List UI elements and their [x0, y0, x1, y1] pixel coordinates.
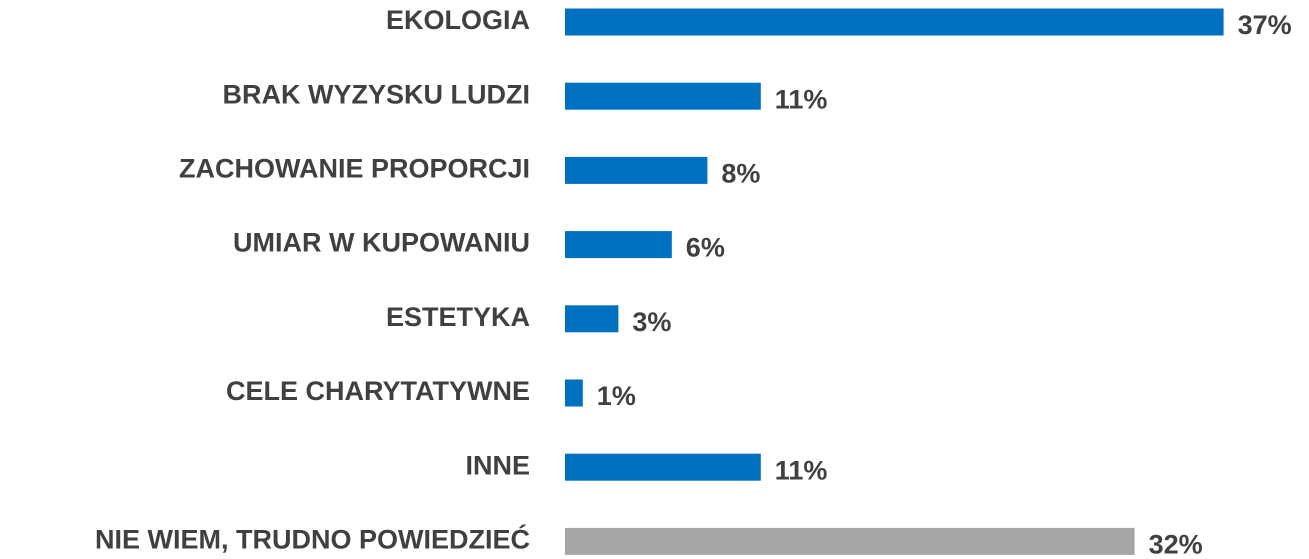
category-label: BRAK WYZYSKU LUDZI [223, 79, 530, 109]
bar [565, 156, 708, 184]
value-label: 1% [597, 381, 636, 411]
category-label: NIE WIEM, TRUDNO POWIEDZIEĆ [95, 524, 530, 555]
category-label: UMIAR W KUPOWANIU [233, 228, 530, 258]
bar [565, 305, 619, 333]
value-label: 11% [775, 455, 828, 485]
bar [565, 231, 672, 259]
bar [565, 82, 761, 110]
category-label: INNE [465, 450, 530, 480]
value-label: 37% [1238, 10, 1292, 40]
bar [565, 453, 761, 481]
bar [565, 527, 1135, 555]
category-label: CELE CHARYTATYWNE [226, 376, 530, 406]
bar [565, 8, 1224, 36]
category-label: ZACHOWANIE PROPORCJI [179, 154, 530, 184]
value-label: 32% [1149, 530, 1203, 559]
category-label: ESTETYKA [386, 302, 530, 332]
value-label: 3% [632, 307, 671, 337]
value-label: 6% [686, 233, 725, 263]
value-label: 8% [721, 159, 760, 189]
value-label: 11% [775, 84, 828, 114]
bar [565, 379, 583, 407]
category-label: EKOLOGIA [386, 5, 530, 35]
